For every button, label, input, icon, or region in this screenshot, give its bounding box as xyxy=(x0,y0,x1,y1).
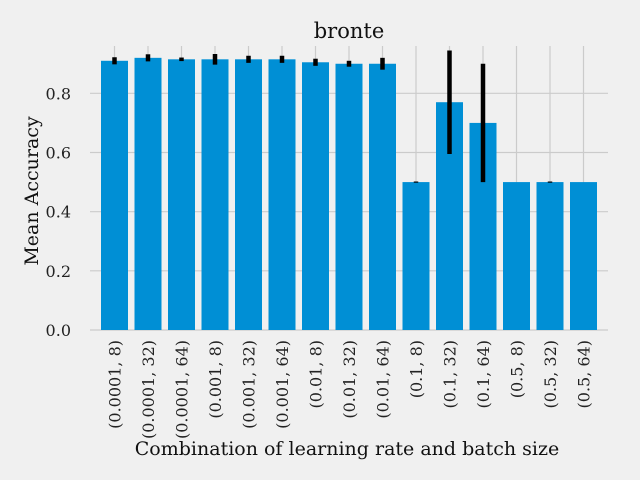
bar xyxy=(101,61,128,330)
y-tick-label: 0.6 xyxy=(46,144,71,163)
y-ticks: 0.0 0.2 0.4 0.6 0.8 xyxy=(46,84,71,340)
x-tick-label: (0.01, 64) xyxy=(374,340,393,419)
bar xyxy=(570,182,597,330)
y-tick-label: 0.4 xyxy=(46,203,71,222)
x-tick-label: (0.1, 32) xyxy=(441,340,460,408)
bar xyxy=(135,58,162,330)
bar xyxy=(202,59,229,330)
y-tick-label: 0.8 xyxy=(46,84,71,103)
x-axis-label: Combination of learning rate and batch s… xyxy=(135,438,559,460)
x-tick-label: (0.01, 32) xyxy=(340,340,359,419)
x-tick-label: (0.0001, 32) xyxy=(139,340,158,439)
x-tick-label: (0.5, 8) xyxy=(508,340,527,398)
bar xyxy=(537,182,564,330)
bar xyxy=(235,59,262,330)
x-tick-label: (0.1, 8) xyxy=(407,340,426,398)
x-tick-label: (0.001, 64) xyxy=(273,340,292,429)
y-axis-label: Mean Accuracy xyxy=(21,116,43,266)
bar xyxy=(369,64,396,330)
x-tick-label: (0.5, 64) xyxy=(575,340,594,408)
x-tick-label: (0.0001, 8) xyxy=(106,340,125,429)
bar xyxy=(302,62,329,330)
bars xyxy=(101,58,597,330)
x-tick-label: (0.001, 8) xyxy=(206,340,225,419)
chart-title: bronte xyxy=(314,19,385,43)
bar xyxy=(503,182,530,330)
x-ticks: (0.0001, 8) (0.0001, 32) (0.0001, 64) (0.00… xyxy=(106,340,594,439)
x-tick-label: (0.1, 64) xyxy=(474,340,493,408)
y-tick-label: 0.0 xyxy=(46,321,71,340)
bar xyxy=(336,64,363,330)
bar xyxy=(269,59,296,330)
x-tick-label: (0.001, 32) xyxy=(240,340,259,429)
bar xyxy=(168,59,195,330)
x-tick-label: (0.01, 8) xyxy=(307,340,326,408)
bar xyxy=(403,182,430,330)
y-tick-label: 0.2 xyxy=(46,262,71,281)
x-tick-label: (0.0001, 64) xyxy=(173,340,192,439)
x-tick-label: (0.5, 32) xyxy=(541,340,560,408)
